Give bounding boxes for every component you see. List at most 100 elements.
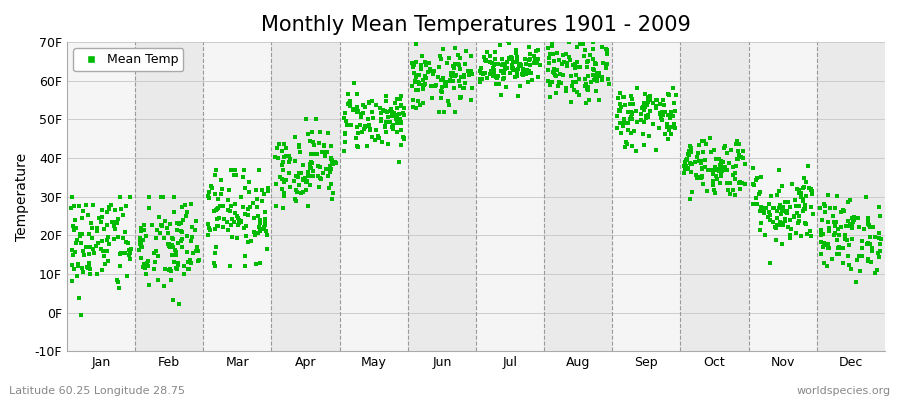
Point: [253, 217, 267, 224]
Point: [635, 131, 650, 138]
Point: [379, 129, 393, 136]
Point: [444, 70, 458, 76]
Point: [596, 60, 610, 66]
Point: [259, 228, 274, 234]
Point: [288, 158, 302, 164]
Point: [757, 209, 771, 216]
Point: [508, 58, 523, 65]
Point: [638, 104, 652, 111]
Point: [769, 225, 783, 231]
Point: [509, 47, 524, 53]
Point: [572, 39, 587, 45]
Point: [449, 72, 464, 78]
Point: [488, 55, 502, 62]
Point: [238, 223, 253, 229]
Point: [590, 73, 604, 80]
Point: [646, 100, 661, 106]
Point: [138, 260, 152, 267]
Point: [122, 247, 136, 253]
Point: [350, 108, 365, 115]
Point: [341, 100, 356, 106]
Point: [365, 114, 380, 121]
Point: [356, 129, 370, 136]
Point: [103, 206, 117, 212]
Point: [511, 66, 526, 72]
Point: [841, 253, 855, 260]
Point: [504, 62, 518, 68]
Point: [257, 216, 272, 222]
Point: [202, 195, 216, 202]
Point: [522, 51, 536, 57]
Bar: [67, 42, 135, 351]
Point: [726, 187, 741, 193]
Point: [166, 244, 180, 250]
Point: [772, 204, 787, 211]
Point: [324, 143, 338, 149]
Point: [653, 100, 668, 107]
Point: [554, 80, 568, 86]
Point: [835, 260, 850, 266]
Point: [649, 147, 663, 153]
Point: [830, 251, 844, 258]
Point: [658, 109, 672, 116]
Point: [778, 198, 793, 205]
Point: [860, 256, 875, 263]
Point: [616, 94, 631, 100]
Point: [790, 210, 805, 217]
Point: [253, 260, 267, 266]
Point: [337, 148, 351, 154]
Point: [864, 258, 878, 265]
Point: [252, 223, 266, 230]
Point: [580, 63, 594, 70]
Point: [95, 238, 110, 244]
Point: [116, 212, 130, 218]
Point: [113, 263, 128, 270]
Point: [489, 74, 503, 80]
Point: [305, 129, 320, 135]
Point: [845, 215, 859, 222]
Point: [573, 41, 588, 48]
Point: [592, 97, 607, 104]
Point: [590, 76, 605, 82]
Point: [548, 72, 562, 78]
Point: [257, 209, 272, 215]
Point: [64, 205, 78, 211]
Point: [119, 239, 133, 245]
Point: [362, 100, 376, 106]
Point: [425, 68, 439, 74]
Point: [384, 106, 399, 112]
Point: [475, 76, 490, 82]
Point: [746, 201, 760, 208]
Point: [650, 97, 664, 103]
Point: [624, 93, 638, 99]
Point: [140, 271, 154, 277]
Point: [169, 264, 184, 271]
Point: [699, 141, 714, 147]
Point: [595, 74, 609, 80]
Point: [148, 235, 163, 241]
Point: [680, 156, 694, 162]
Point: [814, 232, 829, 238]
Point: [374, 138, 389, 145]
Point: [587, 77, 601, 83]
Point: [211, 196, 225, 203]
Point: [100, 208, 114, 215]
Point: [828, 230, 842, 236]
Point: [344, 122, 358, 128]
Point: [612, 90, 626, 96]
Point: [849, 278, 863, 285]
Point: [156, 194, 170, 200]
Point: [801, 163, 815, 169]
Point: [825, 256, 840, 263]
Point: [827, 232, 842, 239]
Point: [723, 190, 737, 197]
Point: [721, 187, 735, 193]
Point: [378, 119, 392, 125]
Point: [614, 130, 628, 136]
Point: [251, 230, 266, 236]
Point: [204, 183, 219, 190]
Point: [381, 140, 395, 147]
Point: [295, 188, 310, 195]
Point: [494, 68, 508, 75]
Point: [490, 74, 504, 81]
